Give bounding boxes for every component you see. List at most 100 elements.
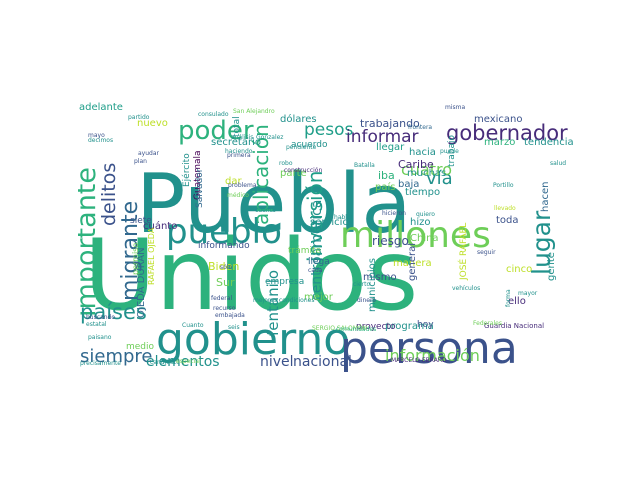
cloud-word: cuenta (255, 207, 276, 214)
cloud-word: baja (398, 179, 419, 190)
cloud-word: MARCELO EBRARD (391, 357, 447, 364)
cloud-word: hicieron (382, 210, 406, 217)
cloud-word: siete (130, 216, 152, 226)
cloud-word: embajada (215, 312, 245, 319)
cloud-word: importante (78, 167, 102, 317)
cloud-word: cierto (353, 281, 370, 288)
cloud-word: consulado (198, 111, 229, 118)
cloud-word: Unidos (84, 219, 418, 333)
cloud-word: fentanilo (264, 270, 282, 336)
cloud-word: pendiente (286, 144, 317, 151)
cloud-word: país (375, 181, 395, 193)
cloud-word: puede (440, 148, 459, 155)
cloud-word: estatal (86, 321, 107, 328)
cloud-word: seguir (477, 249, 496, 256)
cloud-word: decimos (88, 137, 113, 144)
cloud-word: trabajando (360, 117, 420, 130)
cloud-word: médico (227, 192, 249, 199)
cloud-word: llega (308, 257, 330, 267)
cloud-word: sólo (220, 264, 232, 271)
cloud-word: Puebla (136, 157, 412, 252)
cloud-word: empresa (265, 277, 304, 287)
cloud-word: informando (198, 241, 250, 251)
cloud-word: RAFAEL OJEDA (147, 227, 156, 285)
cloud-word: pueblo (166, 212, 282, 252)
cloud-word: iba (378, 169, 395, 182)
cloud-word: acuerdo (291, 140, 328, 150)
cloud-word: toda (496, 215, 519, 226)
cloud-word: forma (505, 289, 512, 307)
cloud-word: especial (176, 358, 201, 365)
cloud-word: Batalla (354, 162, 375, 169)
cloud-word: Salvador (195, 168, 205, 208)
cloud-word: aplicación (249, 124, 273, 225)
cloud-word: hoy (417, 320, 434, 330)
cloud-word: OJEDA DURÁN (134, 247, 147, 318)
cloud-word: frontera (408, 124, 432, 131)
cloud-word: Guatemala (193, 150, 203, 200)
cloud-word: hizo (410, 217, 430, 228)
cloud-word: informar (346, 127, 419, 147)
cloud-word: Cuanto (182, 322, 204, 329)
cloud-word: llevado (494, 205, 516, 212)
cloud-word: gente (546, 252, 557, 281)
cloud-word: Guardia Nacional (484, 322, 544, 330)
cloud-word: nuevo (137, 118, 168, 129)
cloud-word: dar (225, 176, 242, 187)
cloud-word: servicio (310, 217, 349, 228)
cloud-word: nacional (293, 354, 352, 370)
cloud-word: vehículos (452, 285, 480, 292)
cloud-word: mayor (518, 290, 538, 297)
cloud-word: lugar (527, 210, 556, 275)
cloud-word: llegar (376, 142, 405, 153)
cloud-word: ello (508, 296, 526, 307)
cloud-word: Ejército (181, 153, 192, 187)
cloud-word: inversión (303, 171, 327, 262)
cloud-word: poder (178, 116, 254, 146)
cloud-word: mejores condiciones (253, 297, 314, 304)
cloud-word: robo (279, 160, 293, 167)
cloud-word: paisano (88, 334, 112, 341)
cloud-word: Federales (473, 320, 502, 327)
cloud-word: plan (134, 158, 147, 165)
cloud-word: centroamérica (309, 200, 325, 301)
word-cloud: Unidos Puebla gobierno persona millones puebl… (78, 97, 576, 381)
cloud-word: tendencia (524, 137, 574, 148)
cloud-word: Gonzalez (256, 134, 283, 141)
cloud-word: migrante (118, 201, 143, 301)
cloud-word: parte (280, 168, 307, 179)
cloud-word: buscando (86, 314, 115, 321)
cloud-word: recurso (213, 305, 236, 312)
cloud-word: análisis (231, 134, 253, 141)
cloud-word: salud (550, 160, 566, 167)
cloud-word: gobierno (156, 314, 350, 365)
cloud-word: delitos (98, 163, 120, 226)
cloud-word: misma (445, 104, 465, 111)
cloud-word: cuatro (401, 160, 452, 179)
cloud-word: permiso (131, 243, 140, 275)
cloud-word: trámite (288, 246, 322, 256)
cloud-word: general (407, 243, 418, 281)
cloud-word: información (385, 346, 480, 365)
cloud-word: seis (228, 324, 240, 331)
cloud-word: primera (227, 152, 251, 159)
cloud-word: marzo (484, 137, 515, 148)
cloud-word: elementos (146, 354, 220, 370)
cloud-word: siempre (80, 346, 153, 367)
cloud-word: precisamente (80, 360, 121, 367)
cloud-word: SERGIO SALOMÓN (312, 325, 367, 332)
cloud-word: tiempo (405, 187, 440, 198)
cloud-word: JOSÉ RAFAEL (457, 223, 469, 281)
cloud-word: manera (393, 258, 432, 269)
cloud-word: problema (228, 182, 257, 189)
cloud-word: Portillo (493, 182, 514, 189)
cloud-word: hacen (540, 182, 551, 212)
cloud-word: proyecto (356, 322, 396, 332)
cloud-word: China (410, 233, 439, 244)
cloud-word: persona (340, 323, 518, 374)
cloud-word: secretario (211, 137, 261, 148)
cloud-word: programa (385, 321, 434, 332)
cloud-word: riesgo (372, 234, 409, 248)
cloud-word: hablar (334, 214, 354, 221)
